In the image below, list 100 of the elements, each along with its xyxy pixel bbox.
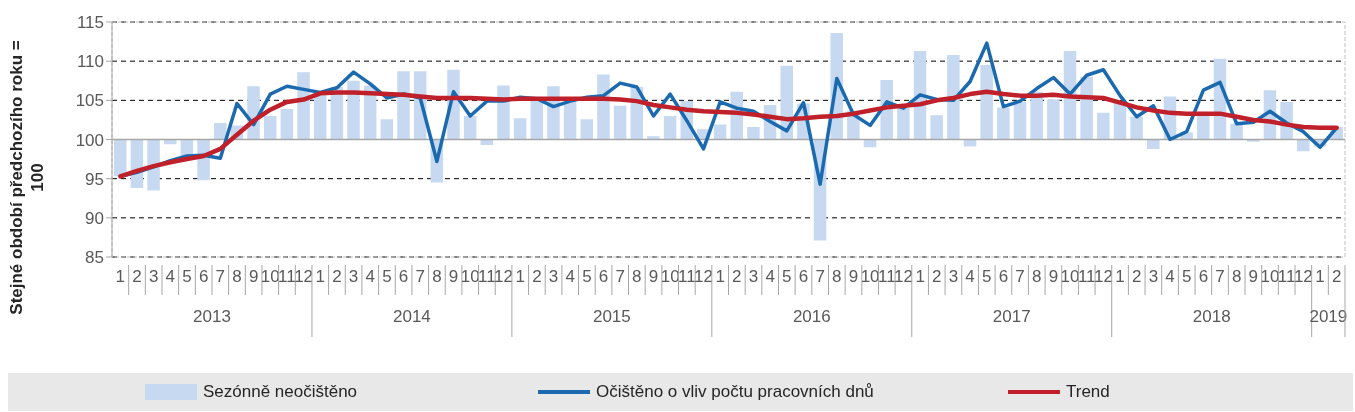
x-tick-label: 5 <box>582 267 592 286</box>
x-tick-label: 11 <box>1077 267 1096 286</box>
x-tick-label: 4 <box>1165 267 1175 286</box>
bar <box>897 107 910 140</box>
x-tick-label: 2 <box>332 267 342 286</box>
x-tick-label: 8 <box>232 267 242 286</box>
x-tick-label: 1 <box>515 267 525 286</box>
text: 2017 <box>992 307 1031 326</box>
x-tick-label: 1 <box>115 267 126 286</box>
x-tick-label: 8 <box>1032 267 1042 286</box>
x-tick-label: 1 <box>1115 267 1125 286</box>
x-tick-label: 5 <box>382 267 392 286</box>
bar <box>513 118 527 140</box>
x-tick-label: 1 <box>715 267 725 286</box>
x-tick-label: 12 <box>294 267 314 286</box>
x-tick-label: 7 <box>1015 267 1025 286</box>
x-tick-label: 1 <box>915 267 925 286</box>
text: 2013 <box>193 307 231 326</box>
x-tick-label: 8 <box>632 267 642 286</box>
x-tick-label: 12 <box>1293 267 1313 286</box>
x-tick-label: 4 <box>165 267 176 286</box>
bar <box>1297 139 1310 152</box>
x-tick-label: 7 <box>1215 267 1225 286</box>
bar <box>997 107 1010 140</box>
x-tick-label: 11 <box>278 267 296 286</box>
x-tick-label: 2 <box>1331 267 1342 286</box>
x-tick-label: 11 <box>1277 267 1296 286</box>
bar <box>397 71 410 140</box>
legend-label: Očištěno o vliv počtu pracovních dnů <box>596 382 874 402</box>
x-tick-label: 3 <box>548 267 559 286</box>
bar <box>114 139 127 177</box>
bar <box>930 115 943 140</box>
x-tick-label: 9 <box>648 267 659 286</box>
x-tick-label: 7 <box>615 267 625 286</box>
y-tick-label: 110 <box>76 52 104 72</box>
x-tick-label: 12 <box>694 267 713 286</box>
legend-label: Trend <box>1066 382 1110 402</box>
x-tick-label: 9 <box>848 267 859 286</box>
legend-label: Sezónně neočištěno <box>203 382 358 402</box>
text: 2016 <box>792 307 831 326</box>
text: 2019 <box>1309 307 1348 326</box>
x-tick-label: 4 <box>965 267 975 286</box>
bar <box>580 119 594 140</box>
x-tick-label: 9 <box>448 267 459 286</box>
x-tick-label: 12 <box>1093 267 1113 286</box>
bar <box>1097 112 1110 140</box>
x-tick-label: 7 <box>815 267 825 286</box>
line-series <box>118 89 1339 179</box>
x-tick-label: 6 <box>1198 267 1209 286</box>
x-tick-label: 10 <box>460 267 480 286</box>
bar <box>713 124 727 140</box>
y-tick-label: 105 <box>75 91 104 111</box>
text: 2015 <box>592 307 631 326</box>
bar <box>263 116 277 140</box>
bar <box>380 119 394 140</box>
x-tick-label: 3 <box>148 267 159 286</box>
y-tick-label: 100 <box>75 130 104 150</box>
x-tick-label: 11 <box>478 267 496 286</box>
bar <box>213 123 227 140</box>
x-tick-label: 12 <box>494 267 514 286</box>
x-tick-label: 10 <box>260 267 280 286</box>
x-tick-label: 11 <box>678 267 696 286</box>
y-tick-label: 85 <box>85 248 104 268</box>
x-tick-label: 4 <box>765 267 775 286</box>
x-tick-label: 6 <box>598 267 609 286</box>
x-tick-label: 9 <box>1248 267 1259 286</box>
x-tick-label: 4 <box>365 267 375 286</box>
bar <box>463 116 477 140</box>
x-tick-label: 10 <box>1060 267 1080 286</box>
x-tick-label: 6 <box>798 267 809 286</box>
x-tick-label: 1 <box>1315 267 1325 286</box>
y-axis-title: Stejné období předchozího roku = 100 <box>7 40 47 315</box>
bar <box>747 126 760 140</box>
bar <box>1047 99 1060 140</box>
x-tick-label: 2 <box>732 267 742 286</box>
x-tick-label: 3 <box>748 267 759 286</box>
bar <box>980 65 993 140</box>
x-tick-label: 10 <box>860 267 880 286</box>
x-tick-label: 8 <box>432 267 442 286</box>
x-tick-label: 12 <box>893 267 913 286</box>
x-tick-label: 4 <box>565 267 575 286</box>
x-tick-label: 9 <box>1048 267 1059 286</box>
x-tick-label: 8 <box>1231 267 1242 286</box>
x-tick-label: 6 <box>398 267 409 286</box>
bar <box>147 139 160 191</box>
x-tick-label: 2 <box>932 267 942 286</box>
y-tick-label: 115 <box>76 13 104 33</box>
y-tick-label: 90 <box>85 208 104 228</box>
text: 2014 <box>393 307 431 326</box>
bar <box>947 54 960 140</box>
x-tick-label: 8 <box>832 267 842 286</box>
x-tick-label: 5 <box>782 267 792 286</box>
x-tick-label: 2 <box>132 267 142 286</box>
x-tick-label: 10 <box>1260 267 1280 286</box>
bar <box>1147 139 1160 149</box>
x-tick-label: 5 <box>182 267 192 286</box>
x-tick-label: 7 <box>215 267 226 286</box>
bar <box>663 116 677 140</box>
bar <box>497 85 510 140</box>
y-tick-label: 95 <box>85 169 104 189</box>
